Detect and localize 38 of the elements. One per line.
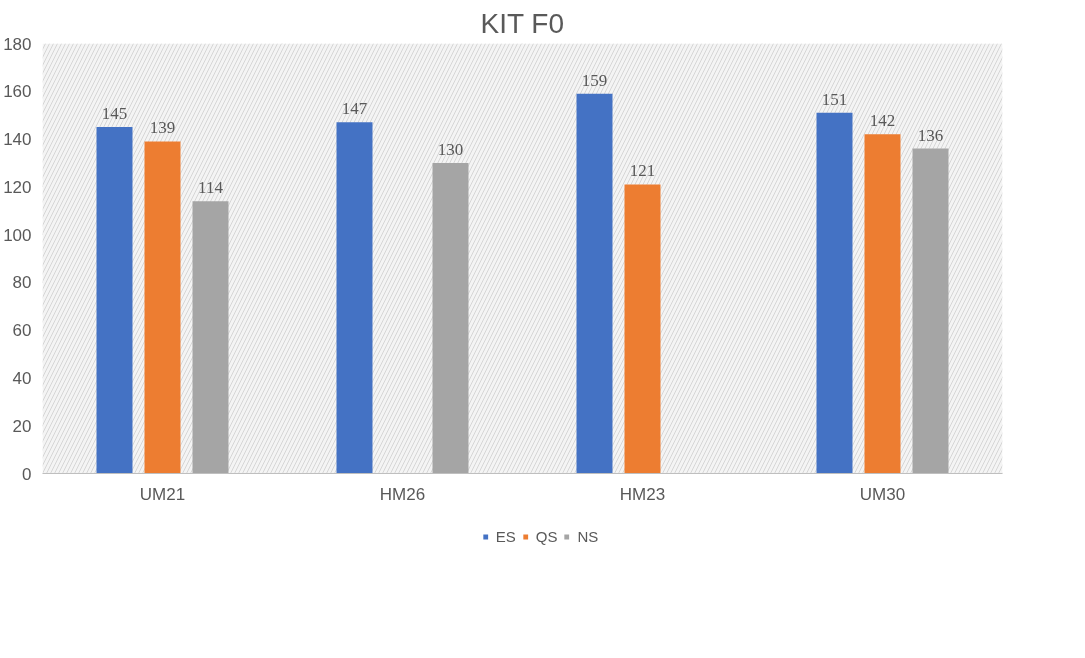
y-tick-label: 120 xyxy=(3,177,32,197)
bar xyxy=(432,162,469,474)
data-label: 136 xyxy=(917,125,944,145)
data-label: 130 xyxy=(437,139,464,159)
bar xyxy=(816,112,853,474)
y-tick-label: 180 xyxy=(3,34,32,54)
bar xyxy=(912,148,949,474)
data-label: 142 xyxy=(869,111,896,131)
bar xyxy=(192,201,229,474)
data-label: 151 xyxy=(821,89,848,109)
data-label: 121 xyxy=(629,161,656,181)
legend-label: NS xyxy=(577,527,599,545)
bar xyxy=(624,184,661,474)
data-label: 145 xyxy=(101,104,128,124)
legend-label: QS xyxy=(535,527,558,545)
y-tick-label: 60 xyxy=(12,321,32,341)
bar xyxy=(576,93,613,474)
y-tick-label: 0 xyxy=(22,464,32,484)
data-label: 147 xyxy=(341,99,368,119)
bar xyxy=(96,127,133,474)
y-tick-label: 80 xyxy=(12,273,32,293)
bar xyxy=(144,141,181,474)
data-label: 139 xyxy=(149,118,176,138)
y-tick-label: 40 xyxy=(12,368,32,388)
x-tick-label: UM21 xyxy=(139,484,186,504)
x-tick-label: HM26 xyxy=(379,484,426,504)
y-tick-label: 20 xyxy=(12,416,32,436)
data-label: 159 xyxy=(581,70,608,90)
y-tick-label: 160 xyxy=(3,82,32,102)
x-tick-label: UM30 xyxy=(859,484,906,504)
bar xyxy=(336,122,373,474)
chart-title: KIT F0 xyxy=(480,7,565,39)
legend-label: ES xyxy=(495,527,516,545)
y-tick-label: 140 xyxy=(3,130,32,150)
y-tick-label: 100 xyxy=(3,225,32,245)
bar xyxy=(864,134,901,474)
data-label: 114 xyxy=(198,178,224,198)
x-tick-label: HM23 xyxy=(619,484,666,504)
